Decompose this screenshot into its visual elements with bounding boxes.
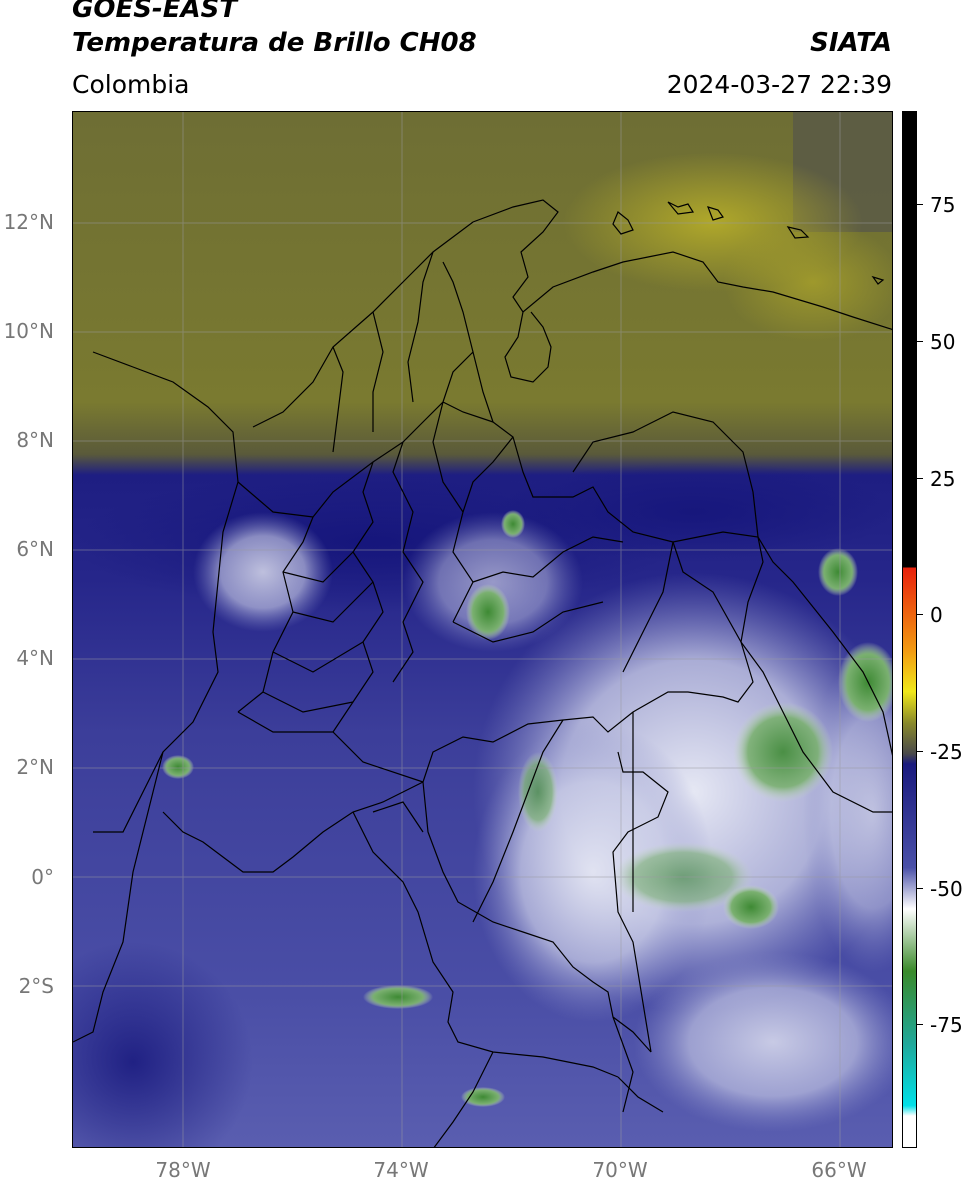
colorbar-label-minus75: -75 (930, 1013, 963, 1037)
lat-label-10n: 10°N (3, 319, 54, 343)
lat-label-2s: 2°S (18, 974, 54, 998)
colorbar-label-50: 50 (930, 330, 956, 354)
satellite-map[interactable] (72, 111, 893, 1148)
timestamp: 2024-03-27 22:39 (666, 70, 892, 99)
title-line-1: GOES-EAST (72, 0, 238, 24)
colorbar-tick (917, 614, 923, 615)
lat-label-8n: 8°N (16, 428, 54, 452)
colorbar-tick (917, 888, 923, 889)
lon-label-66w: 66°W (811, 1158, 867, 1182)
lat-label-6n: 6°N (16, 537, 54, 561)
lat-label-12n: 12°N (3, 210, 54, 234)
lon-label-74w: 74°W (373, 1158, 429, 1182)
title-line-2: Temperatura de Brillo CH08 (72, 28, 477, 58)
colorbar (902, 111, 917, 1148)
region-label: Colombia (72, 70, 190, 99)
colorbar-label-25: 25 (930, 467, 956, 491)
colorbar-tick (917, 204, 923, 205)
lat-label-4n: 4°N (16, 646, 54, 670)
colorbar-label-minus25: -25 (930, 740, 963, 764)
colorbar-tick (917, 478, 923, 479)
colorbar-label-75: 75 (930, 193, 956, 217)
brand-label: SIATA (810, 28, 892, 58)
colorbar-label-minus50: -50 (930, 877, 963, 901)
lat-label-0: 0° (31, 865, 54, 889)
lon-label-70w: 70°W (592, 1158, 648, 1182)
colorbar-tick (917, 341, 923, 342)
colorbar-tick (917, 751, 923, 752)
lat-label-2n: 2°N (16, 755, 54, 779)
colorbar-label-0: 0 (930, 603, 943, 627)
lon-label-78w: 78°W (155, 1158, 211, 1182)
colorbar-tick (917, 1024, 923, 1025)
